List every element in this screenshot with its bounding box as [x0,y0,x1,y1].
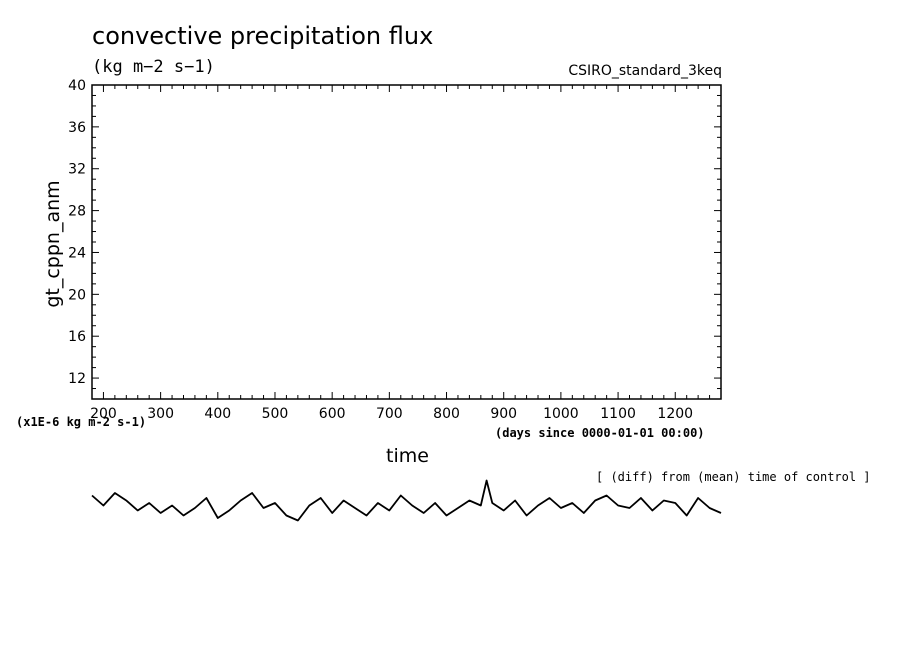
chart-units: (kg m−2 s−1) [92,57,215,77]
y-tick-label: 32 [68,162,86,178]
y-tick-label: 20 [68,287,86,303]
y-tick-label: 36 [68,120,86,136]
x-axis-ticks: 200 300 400 500 600 700 800 900 1000 1100 1200 [90,85,711,422]
y-tick-label: 40 [68,78,86,94]
scale-note: (x1E-6 kg m-2 s-1) [16,415,147,429]
x-axis-label: time [386,445,429,467]
x-tick-label: 600 [319,406,346,422]
x-tick-label: 700 [376,406,403,422]
footnote: [ (diff) from (mean) time of control ] [596,470,871,484]
x-tick-label: 1200 [657,406,693,422]
x-tick-label: 1000 [543,406,579,422]
plot-frame [91,84,722,400]
x-tick-label: 500 [262,406,289,422]
y-tick-label: 16 [68,329,86,345]
x-tick-label: 200 [90,406,117,422]
y-tick-label: 12 [68,371,86,387]
x-tick-label: 900 [490,406,517,422]
chart-title: convective precipitation flux [92,22,434,50]
y-tick-label: 28 [68,204,86,220]
run-name: CSIRO_standard_3keq [568,63,722,79]
series-layer [91,479,722,522]
x-tick-label: 1100 [600,406,636,422]
x-tick-label: 800 [433,406,460,422]
x-tick-label: 300 [147,406,174,422]
x-tick-label: 400 [204,406,231,422]
x-axis-units: (days since 0000-01-01 00:00) [495,426,705,440]
series-line [91,479,722,522]
y-axis-ticks: 12 16 20 24 28 32 36 40 [68,78,721,400]
y-tick-label: 24 [68,245,86,261]
